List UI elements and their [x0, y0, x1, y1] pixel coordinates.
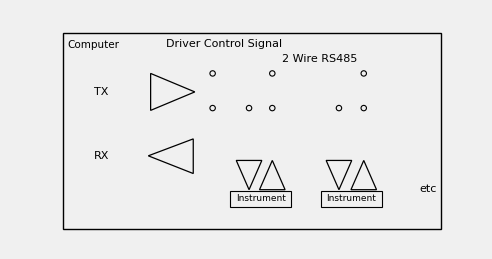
- Bar: [230, 191, 291, 207]
- Bar: [321, 191, 382, 207]
- Polygon shape: [326, 160, 352, 190]
- Circle shape: [270, 71, 275, 76]
- Polygon shape: [148, 139, 193, 174]
- Circle shape: [361, 105, 367, 111]
- Text: Instrument: Instrument: [236, 195, 286, 203]
- Polygon shape: [351, 160, 376, 190]
- Circle shape: [210, 71, 215, 76]
- Text: Instrument: Instrument: [326, 195, 376, 203]
- Polygon shape: [236, 160, 262, 190]
- Text: RX: RX: [94, 151, 109, 161]
- Text: etc: etc: [420, 184, 437, 194]
- Text: 2 Wire RS485: 2 Wire RS485: [282, 54, 358, 64]
- Text: Driver Control Signal: Driver Control Signal: [166, 39, 282, 49]
- Circle shape: [336, 105, 341, 111]
- Circle shape: [246, 105, 252, 111]
- Text: TX: TX: [94, 87, 108, 97]
- Polygon shape: [151, 74, 195, 110]
- Circle shape: [270, 105, 275, 111]
- Polygon shape: [259, 160, 285, 190]
- Circle shape: [210, 105, 215, 111]
- Text: Computer: Computer: [68, 40, 120, 50]
- Circle shape: [361, 71, 367, 76]
